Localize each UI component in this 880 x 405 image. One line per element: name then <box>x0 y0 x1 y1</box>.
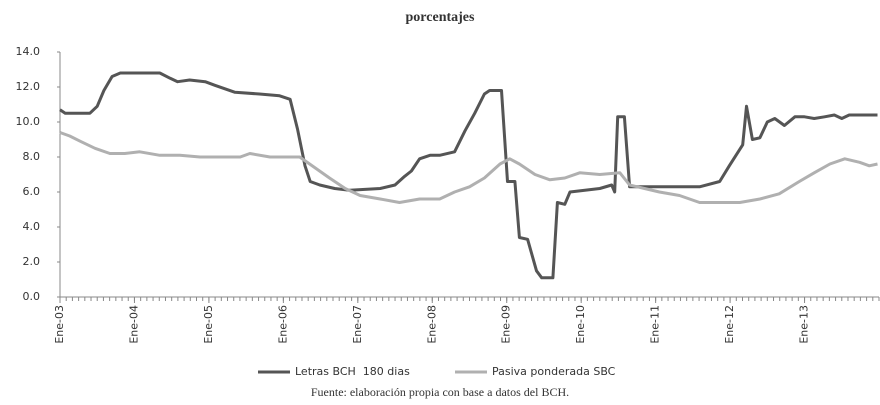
x-tick-label: Ene-06 <box>276 305 289 344</box>
x-tick-label: Ene-05 <box>202 305 215 344</box>
y-tick-label: 8.0 <box>23 150 41 163</box>
y-tick-label: 4.0 <box>23 220 41 233</box>
x-tick-label: Ene-13 <box>798 305 811 344</box>
x-tick-label: Ene-08 <box>425 305 438 344</box>
legend-label: Pasiva ponderada SBC <box>492 365 616 378</box>
source-note: Fuente: elaboración propia con base a da… <box>311 385 569 399</box>
series-line <box>59 131 878 204</box>
y-tick-label: 14.0 <box>16 45 41 58</box>
x-tick-label: Ene-10 <box>574 305 587 344</box>
x-tick-label: Ene-09 <box>500 305 513 344</box>
y-tick-label: 6.0 <box>23 185 41 198</box>
x-tick-label: Ene-12 <box>723 305 736 344</box>
y-tick-label: 10.0 <box>16 115 41 128</box>
x-tick-label: Ene-04 <box>127 305 140 344</box>
x-tick-label: Ene-03 <box>53 305 66 344</box>
y-tick-label: 12.0 <box>16 80 41 93</box>
chart-title: porcentajes <box>406 10 475 25</box>
y-tick-label: 0.0 <box>23 290 41 303</box>
x-tick-label: Ene-11 <box>649 305 662 344</box>
series-line <box>59 71 878 280</box>
y-tick-label: 2.0 <box>23 255 41 268</box>
legend-label: Letras BCH 180 dias <box>295 365 410 378</box>
x-tick-label: Ene-07 <box>351 305 364 344</box>
